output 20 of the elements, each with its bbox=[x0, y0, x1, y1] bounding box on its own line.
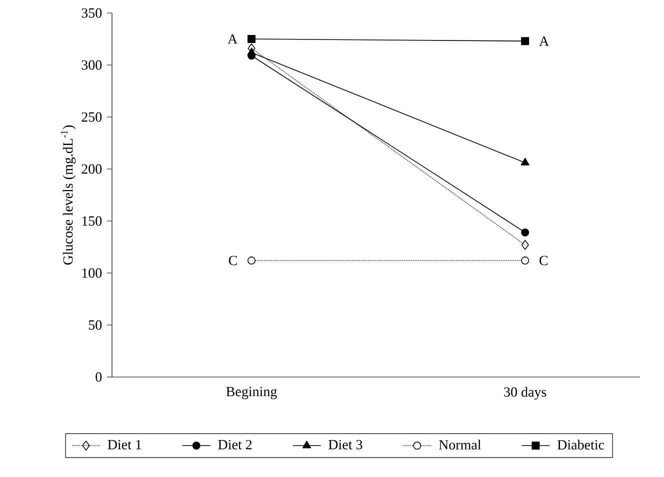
y-tick-label: 100 bbox=[82, 268, 102, 278]
annotation: C bbox=[228, 256, 237, 266]
x-tick-label: 30 days bbox=[504, 386, 546, 400]
y-tick-label: 300 bbox=[82, 60, 102, 70]
legend-label: Diabetic bbox=[557, 440, 604, 450]
y-tick-label: 350 bbox=[82, 8, 102, 18]
legend-label: Diet 1 bbox=[108, 440, 142, 450]
legend-label: Diet 3 bbox=[328, 440, 362, 450]
annotation: A bbox=[539, 36, 549, 46]
y-axis-title: Glucose levels (mg.dL$^{-1}$) bbox=[60, 125, 76, 265]
y-tick-label: 250 bbox=[82, 112, 102, 122]
y-tick-label: 150 bbox=[82, 216, 102, 226]
y-tick-label: 0 bbox=[96, 372, 102, 382]
x-tick-label: Begining bbox=[226, 386, 277, 400]
annotation: A bbox=[228, 34, 238, 44]
legend-label: Diet 2 bbox=[218, 440, 252, 450]
legend-label: Normal bbox=[438, 440, 482, 450]
y-tick-label: 50 bbox=[88, 320, 102, 330]
annotation: C bbox=[540, 256, 548, 266]
y-tick-label: 200 bbox=[82, 164, 102, 174]
